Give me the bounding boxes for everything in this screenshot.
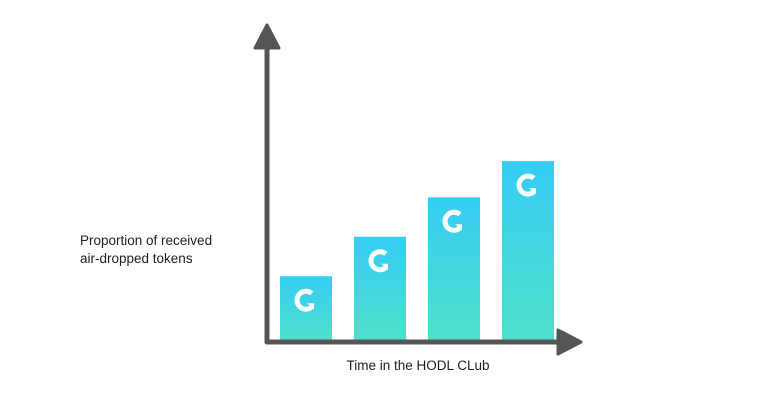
coin-logo-icon [442,209,462,233]
coin-logo-icon [294,288,314,312]
bar-2 [354,236,406,342]
y-axis-label-line-1: Proportion of received [80,233,213,248]
bar-3 [428,197,480,342]
coin-logo-icon [516,173,536,197]
bar-4 [502,161,554,342]
bars-group [280,161,554,342]
axes-group [253,23,583,356]
coin-logo-icon [368,249,388,273]
x-axis-arrow-icon [556,328,583,356]
y-axis-label: Proportion of received air-dropped token… [80,232,260,268]
y-axis-label-line-2: air-dropped tokens [80,251,193,266]
y-axis-arrow-icon [253,23,281,50]
x-axis-label: Time in the HODL CLub [346,358,490,373]
